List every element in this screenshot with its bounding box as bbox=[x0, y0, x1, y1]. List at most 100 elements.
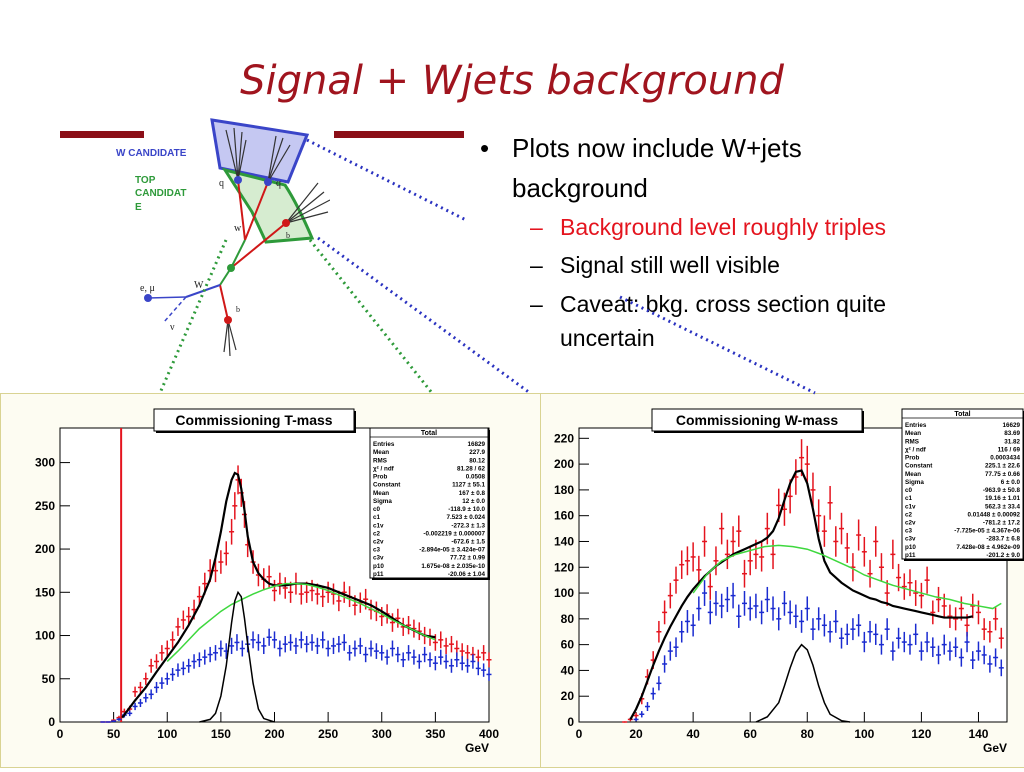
y-tick-label: 20 bbox=[561, 689, 575, 703]
stats-header: Total bbox=[421, 430, 437, 437]
top-candidate-label: TOP CANDIDAT E bbox=[135, 175, 189, 213]
x-tick-label: 120 bbox=[911, 727, 931, 741]
x-axis-label: GeV bbox=[465, 741, 489, 755]
x-tick-label: 200 bbox=[264, 727, 284, 741]
w-candidate-cone bbox=[210, 118, 310, 184]
y-tick-label: 0 bbox=[567, 715, 574, 729]
stats-box-frame bbox=[901, 408, 1024, 560]
sub-bullet-text: Background level roughly triples bbox=[560, 214, 887, 240]
stats-row-label: Mean bbox=[905, 430, 921, 437]
y-tick-label: 100 bbox=[554, 586, 574, 600]
stats-row-label: χ² / ndf bbox=[373, 465, 395, 472]
stats-row-value: 0.01448 ± 0.00092 bbox=[968, 511, 1021, 518]
stats-row-value: 0.0508 bbox=[466, 474, 486, 481]
stats-row-label: c0 bbox=[373, 506, 381, 513]
stats-box: Total Entries 16629 Mean 83.69 RMS 31.82 χ² / n… bbox=[901, 408, 1024, 561]
stats-row-label: p11 bbox=[905, 552, 916, 559]
stats-row-value: 7.523 ± 0.024 bbox=[447, 514, 486, 521]
y-tick-label: 60 bbox=[561, 638, 575, 652]
y-tick-label: 200 bbox=[554, 457, 574, 471]
title-box bbox=[153, 408, 355, 432]
stats-row-value: -672.6 ± 1.5 bbox=[451, 539, 485, 546]
stats-row-label: p10 bbox=[905, 544, 916, 551]
stats-row-value: -201.2 ± 9.0 bbox=[986, 552, 1020, 559]
stats-row-value: 7.428e-08 ± 4.962e-09 bbox=[956, 544, 1020, 551]
stats-row-value: -283.7 ± 6.8 bbox=[986, 536, 1020, 543]
x-tick-label: 300 bbox=[372, 727, 392, 741]
stats-row-value: -781.2 ± 17.2 bbox=[983, 520, 1021, 527]
y-tick-label: 120 bbox=[554, 560, 574, 574]
w-boson-label: w bbox=[234, 223, 242, 234]
stats-row-label: p10 bbox=[373, 563, 384, 570]
stats-row-value: 116 / 69 bbox=[998, 446, 1021, 453]
t-mass-plot-panel: 0 50 100 150 200 250 300 0 50 100 150 200 250 300 350 4… bbox=[0, 393, 541, 768]
sub-bullet-dash: – bbox=[530, 252, 543, 278]
stats-row-value: 227.9 bbox=[469, 449, 485, 456]
y-tick-label: 100 bbox=[35, 629, 55, 643]
bullet-dot: • bbox=[480, 133, 490, 163]
stats-row-label: Mean bbox=[905, 471, 921, 478]
stats-row-value: 0.0003434 bbox=[990, 455, 1020, 462]
bullet-text-line: Plots now include W+jets bbox=[512, 133, 802, 163]
stats-row-value: 225.1 ± 22.6 bbox=[985, 463, 1020, 470]
y-tick-label: 250 bbox=[35, 499, 55, 513]
t-mass-histogram: 0 50 100 150 200 250 300 0 50 100 150 200 250 300 350 4… bbox=[35, 408, 499, 755]
stats-row-label: c2 bbox=[373, 530, 381, 537]
sub-bullet-item: – Background level roughly triples bbox=[478, 208, 998, 246]
stats-row-value: 167 ± 0.8 bbox=[459, 490, 486, 497]
neutrino-label: ν bbox=[170, 322, 175, 333]
x-tick-label: 0 bbox=[57, 727, 64, 741]
quark-label: q bbox=[219, 178, 224, 189]
total-fit-curve bbox=[121, 471, 436, 719]
data-series-background bbox=[633, 580, 1004, 722]
stats-row-value: 77.72 ± 0.99 bbox=[450, 555, 485, 562]
y-tick-label: 140 bbox=[554, 534, 574, 548]
b-quark-label: b bbox=[286, 231, 290, 240]
stats-row-label: c3v bbox=[905, 536, 916, 543]
y-tick-label: 220 bbox=[554, 431, 574, 445]
x-tick-label: 80 bbox=[801, 727, 815, 741]
x-tick-label: 0 bbox=[576, 727, 583, 741]
stats-row-value: 1.675e-08 ± 2.035e-10 bbox=[421, 563, 485, 570]
bullet-list: • Plots now include W+jets background – … bbox=[478, 128, 998, 355]
sub-bullet-text: Signal still well visible bbox=[560, 252, 780, 278]
stats-row-label: c2v bbox=[373, 539, 384, 546]
sub-bullet-dash: – bbox=[530, 291, 543, 317]
signal-fit-curve bbox=[199, 590, 275, 723]
stats-row-value: 83.69 bbox=[1004, 430, 1020, 437]
stats-row-label: Prob bbox=[905, 455, 919, 462]
y-tick-label: 300 bbox=[35, 456, 55, 470]
stats-row-label: Constant bbox=[905, 463, 933, 470]
stats-row-value: -963.9 ± 50.8 bbox=[983, 487, 1021, 494]
sub-bullet-dash: – bbox=[530, 214, 543, 240]
stats-row-value: -7.725e-05 ± 4.367e-06 bbox=[954, 528, 1020, 535]
x-tick-label: 20 bbox=[629, 727, 643, 741]
stats-row-value: 80.12 bbox=[469, 457, 485, 464]
stats-box: Total Entries 16829 Mean 227.9 RMS 80.12 χ² / n… bbox=[369, 427, 490, 580]
stats-row-value: 16629 bbox=[1002, 422, 1020, 429]
stats-row-label: c2 bbox=[905, 511, 913, 518]
chart-title: Commissioning W-mass bbox=[676, 412, 839, 428]
stats-row-label: c1 bbox=[373, 514, 381, 521]
quark-label: q bbox=[276, 178, 281, 189]
x-tick-label: 400 bbox=[479, 727, 499, 741]
stats-row-label: c2v bbox=[905, 520, 916, 527]
stats-row-value: 16829 bbox=[467, 441, 485, 448]
w-candidate-label: W CANDIDATE bbox=[116, 148, 187, 159]
stats-row-value: 31.82 bbox=[1004, 438, 1020, 445]
y-tick-label: 180 bbox=[554, 483, 574, 497]
stats-row-label: Sigma bbox=[373, 498, 392, 505]
stats-row-label: c1 bbox=[905, 495, 913, 502]
x-tick-label: 60 bbox=[744, 727, 758, 741]
stats-row-value: 77.75 ± 0.66 bbox=[985, 471, 1020, 478]
stats-row-label: c3 bbox=[373, 547, 381, 554]
stats-header: Total bbox=[954, 411, 970, 418]
y-tick-label: 40 bbox=[561, 663, 575, 677]
x-tick-label: 140 bbox=[968, 727, 988, 741]
slide-title: Signal + Wjets background bbox=[240, 58, 784, 104]
total-fit-curve bbox=[629, 469, 974, 720]
x-axis-label: GeV bbox=[983, 741, 1007, 755]
sub-bullet-text: Caveat: bkg. cross section quite bbox=[560, 291, 886, 317]
stats-row-label: c1v bbox=[905, 503, 916, 510]
x-tick-label: 350 bbox=[425, 727, 445, 741]
